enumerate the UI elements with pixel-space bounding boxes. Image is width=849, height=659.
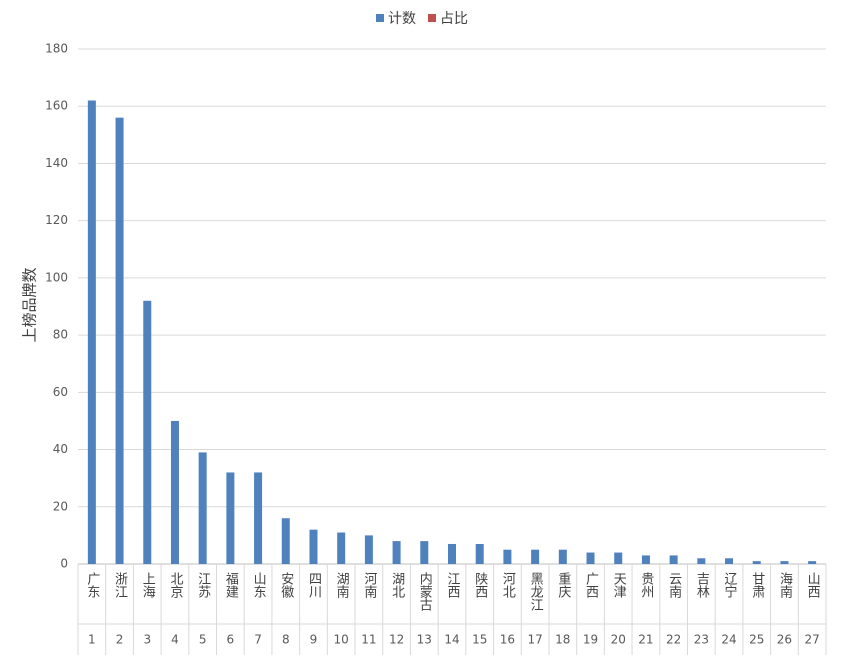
x-tick-label: 安徽 <box>278 572 294 598</box>
y-tick-label: 0 <box>60 557 68 571</box>
y-tick-label: 20 <box>53 499 68 513</box>
x-tick-label: 甘肃 <box>749 572 765 598</box>
x-rank-label: 24 <box>721 633 736 647</box>
y-tick-label: 80 <box>53 328 68 342</box>
x-tick-label: 北京 <box>167 572 183 598</box>
x-rank-label: 12 <box>389 633 404 647</box>
bar <box>170 420 179 564</box>
bar <box>309 529 318 564</box>
x-rank-label: 25 <box>749 633 764 647</box>
x-rank-label: 11 <box>361 633 376 647</box>
x-tick-label: 福建 <box>223 572 239 599</box>
x-rank-label: 10 <box>334 633 349 647</box>
y-tick-label: 140 <box>45 156 68 170</box>
x-rank-label: 5 <box>199 633 207 647</box>
bar <box>641 555 650 564</box>
bar <box>669 555 678 564</box>
x-rank-label: 22 <box>666 633 681 647</box>
legend-swatch <box>376 14 384 22</box>
y-tick-label: 100 <box>45 270 68 284</box>
x-rank-label: 21 <box>638 633 653 647</box>
bar <box>198 452 207 564</box>
y-tick-label: 160 <box>45 99 68 113</box>
x-rank-label: 17 <box>527 633 542 647</box>
x-tick-label: 山东 <box>251 572 267 598</box>
bar <box>392 541 401 564</box>
x-tick-label: 河南 <box>361 572 377 598</box>
bar <box>448 543 456 564</box>
x-rank-label: 8 <box>282 633 290 647</box>
y-tick-label: 120 <box>45 213 68 227</box>
x-tick-label: 四川 <box>306 572 322 598</box>
bar <box>697 558 706 564</box>
x-tick-label: 广西 <box>583 572 599 598</box>
x-rank-label: 20 <box>611 633 626 647</box>
bar <box>115 117 124 565</box>
legend-label: 占比 <box>440 11 468 27</box>
x-rank-label: 7 <box>254 633 262 647</box>
x-rank-label: 6 <box>227 633 235 647</box>
x-rank-label: 19 <box>583 633 598 647</box>
bar <box>87 100 96 564</box>
y-tick-label: 180 <box>45 42 68 56</box>
y-tick-label: 40 <box>53 442 68 456</box>
bar <box>281 518 290 564</box>
x-tick-label: 上海 <box>140 572 156 598</box>
x-tick-label: 辽宁 <box>722 572 738 598</box>
bar <box>337 532 346 564</box>
x-rank-label: 4 <box>171 633 179 647</box>
bar <box>725 558 734 564</box>
x-tick-label: 江西 <box>445 572 461 598</box>
bar <box>226 472 235 564</box>
x-tick-label: 海南 <box>777 572 793 598</box>
y-axis-label: 上榜品牌数 <box>21 267 39 342</box>
x-tick-label: 陕西 <box>472 572 488 598</box>
x-rank-label: 27 <box>805 633 820 647</box>
x-tick-label: 云南 <box>666 572 682 598</box>
x-tick-label: 山西 <box>805 572 821 598</box>
bar <box>143 300 152 564</box>
x-tick-label: 湖北 <box>389 572 405 599</box>
bar <box>586 552 595 564</box>
x-tick-label: 江苏 <box>195 572 211 598</box>
legend-label: 计数 <box>388 11 416 27</box>
legend-swatch <box>428 14 436 22</box>
bar <box>752 561 761 564</box>
x-tick-label: 浙江 <box>112 572 128 598</box>
x-tick-label: 湖南 <box>334 572 350 598</box>
bar <box>420 541 429 564</box>
bar <box>531 549 540 564</box>
x-rank-label: 18 <box>555 633 570 647</box>
y-tick-label: 60 <box>53 385 68 399</box>
x-rank-label: 9 <box>310 633 318 647</box>
x-rank-label: 15 <box>472 633 487 647</box>
x-tick-label: 吉林 <box>694 572 710 598</box>
x-tick-label: 天津 <box>611 572 627 598</box>
x-rank-label: 2 <box>116 633 124 647</box>
x-rank-label: 3 <box>143 633 151 647</box>
x-rank-label: 1 <box>88 633 96 647</box>
bar <box>254 472 263 564</box>
x-tick-label: 内蒙古 <box>417 571 433 611</box>
x-tick-label: 河北 <box>500 572 516 599</box>
x-tick-label: 广东 <box>84 572 100 598</box>
bar <box>558 549 567 564</box>
x-rank-label: 23 <box>694 633 709 647</box>
x-rank-label: 16 <box>500 633 515 647</box>
bar <box>780 561 789 564</box>
bar <box>614 552 623 564</box>
bar <box>475 543 484 564</box>
x-rank-label: 26 <box>777 633 792 647</box>
x-rank-label: 13 <box>417 633 432 647</box>
x-rank-label: 14 <box>444 633 459 647</box>
bar <box>503 549 512 564</box>
x-tick-label: 黑龙江 <box>528 572 544 611</box>
bar <box>808 561 817 564</box>
x-tick-label: 贵州 <box>638 572 654 598</box>
x-tick-label: 重庆 <box>555 571 571 598</box>
bar <box>364 535 373 564</box>
